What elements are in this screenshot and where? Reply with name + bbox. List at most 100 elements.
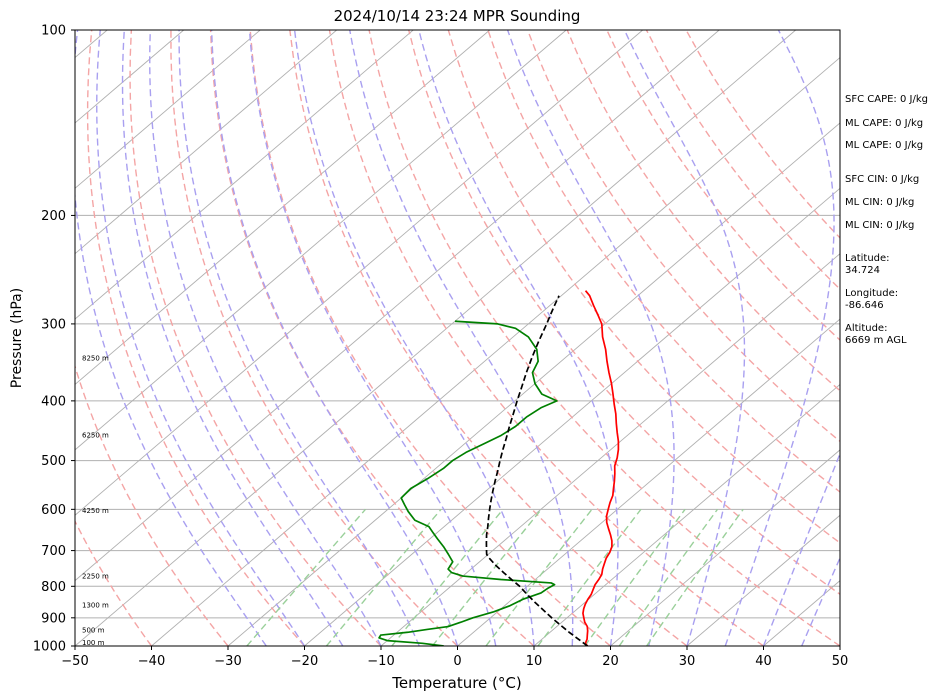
mixing-ratio-8 [537,508,642,646]
ml-cin-stat: ML CIN: 0 J/kg [845,197,914,208]
isotherm--110 [75,30,338,255]
x-tick-label: 40 [755,654,772,669]
dry-adiabat-70 [447,30,840,544]
isotherm--80 [75,30,567,451]
dry-adiabat--30 [75,364,229,646]
isotherm--30 [227,122,840,646]
latitude-label: Latitude: [845,253,890,264]
moist-adiabat-15 [349,30,574,646]
moist-adiabat-35 [724,30,835,646]
mixing-ratio-2 [391,508,504,646]
moist-adiabat--25 [75,30,267,646]
x-tick-label: 50 [832,654,849,669]
y-tick-label: 400 [41,394,66,409]
y-tick-label: 200 [41,209,66,224]
dry-adiabat-80 [487,30,840,493]
isotherm--10 [380,253,840,646]
dry-adiabat-40 [328,30,764,646]
altitude-value: 6669 m AGL [845,335,907,346]
latitude-value: 34.724 [845,265,880,276]
x-tick-label: 20 [602,654,619,669]
height-label: 100 m [82,639,105,647]
dry-adiabat-90 [526,30,840,443]
height-label: 2250 m [82,573,109,581]
ml-cin-stat-2: ML CIN: 0 J/kg [845,220,914,231]
isotherm--60 [75,30,720,582]
longitude-value: -86.646 [845,300,884,311]
sfc-cape-stat: SFC CAPE: 0 J/kg [845,94,928,105]
y-tick-label: 700 [41,544,66,559]
chart-title: 2024/10/14 23:24 MPR Sounding [334,7,581,25]
isotherm-20 [610,449,840,646]
height-label: 4250 m [82,507,109,515]
dry-adiabat--10 [129,30,382,646]
y-tick-label: 100 [41,24,66,39]
dry-adiabat-10 [209,30,535,646]
moist-adiabat--5 [178,30,420,646]
isotherm--90 [75,30,491,386]
moist-adiabat-40 [762,451,840,646]
dry-adiabat-60 [408,30,840,596]
temperature-profile [582,290,620,646]
y-tick-label: 500 [41,454,66,469]
x-axis-ticks: −50 −40 −30 −20 −10 0 10 20 30 40 50 [61,646,848,669]
x-tick-label: 10 [526,654,543,669]
isotherm-0 [457,318,840,646]
height-label: 8250 m [82,354,109,362]
mixing-ratio-12 [584,508,686,646]
dry-adiabat-120 [645,30,840,291]
mixing-ratio-5 [485,508,593,646]
isotherm--120 [75,30,261,189]
mixing-ratio-20 [646,508,744,646]
dry-adiabat--20 [86,30,306,646]
height-labels: 100 m 500 m 1300 m 2250 m 4250 m 6250 m 8250 m [82,354,109,647]
height-label: 6250 m [82,431,109,439]
y-axis-label: Pressure (hPa) [9,288,25,388]
altitude-label: Altitude: [845,323,887,334]
x-tick-label: −50 [61,654,88,669]
isotherm--20 [304,187,840,646]
y-tick-label: 900 [41,611,66,626]
mixing-ratio-0.4 [246,508,367,646]
sfc-cin-stat: SFC CIN: 0 J/kg [845,174,919,185]
isotherm--50 [75,30,797,646]
y-tick-label: 300 [41,317,66,332]
y-tick-label: 600 [41,503,66,518]
dry-adiabat-0 [170,30,458,646]
moist-adiabat--10 [149,30,382,646]
isotherm--70 [75,30,644,516]
y-axis-ticks: 100 200 300 400 500 600 700 800 900 1000 [33,24,75,655]
y-tick-label: 1000 [33,640,66,655]
data-lines [378,290,620,646]
ml-cape-stat: ML CAPE: 0 J/kg [845,118,923,129]
x-axis-label: Temperature (°C) [391,674,521,692]
isotherm-10 [533,383,840,646]
moist-adiabat-25 [506,30,675,646]
dewpoint-profile [378,320,558,646]
height-label: 1300 m [82,602,109,610]
mixing-ratio-1 [325,508,442,646]
x-tick-label: −40 [138,654,165,669]
height-label: 500 m [82,627,105,635]
stats-panel: SFC CAPE: 0 J/kg ML CAPE: 0 J/kg ML CAPE… [845,94,928,346]
moist-adiabat-10 [293,30,535,646]
dry-adiabat-30 [289,30,688,646]
reference-lines [75,30,840,646]
isotherm-30 [686,514,840,646]
x-tick-label: 0 [453,654,461,669]
moist-adiabat--20 [96,30,306,646]
moist-adiabat-30 [623,30,746,646]
x-tick-label: 30 [679,654,696,669]
mixing-ratio-16 [618,508,719,646]
x-tick-label: −20 [291,654,318,669]
dry-adiabat-50 [368,30,840,646]
y-tick-label: 800 [41,580,66,595]
longitude-label: Longitude: [845,288,898,299]
moist-adiabat--15 [121,30,344,646]
isotherm--40 [151,56,840,646]
ml-cape-stat-2: ML CAPE: 0 J/kg [845,140,923,151]
dry-adiabat-20 [249,30,611,646]
x-tick-label: −30 [214,654,241,669]
isotherm--100 [75,30,414,320]
